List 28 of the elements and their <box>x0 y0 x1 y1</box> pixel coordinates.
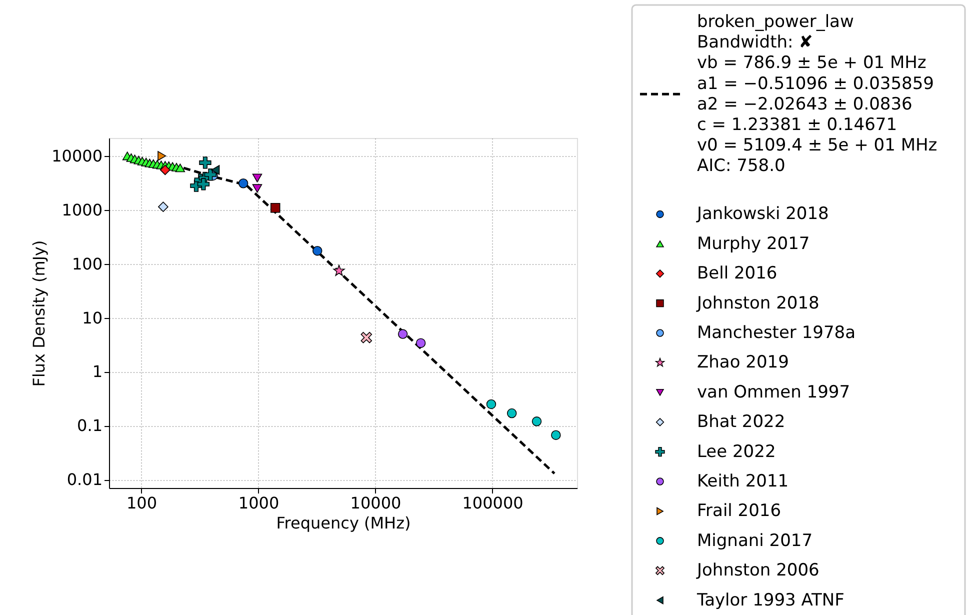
x-tick-label: 100000 <box>462 494 524 512</box>
legend-label: van Ommen 1997 <box>697 382 850 402</box>
x-tick-label: 10000 <box>350 494 402 512</box>
x-tick-label: 100 <box>126 494 158 512</box>
legend-label: Taylor 1993 ATNF <box>696 590 844 610</box>
y-tick-label: 100 <box>72 254 102 274</box>
y-tick-label: 1000 <box>62 200 102 220</box>
legend-label: Johnston 2018 <box>696 293 820 314</box>
y-tick-label: 10000 <box>52 146 102 166</box>
legend-label: Johnston 2006 <box>696 560 820 581</box>
legend-label: Frail 2016 <box>697 501 782 522</box>
y-tick-label: 0.01 <box>66 470 102 490</box>
x-tick-label: 1000 <box>238 494 280 512</box>
legend-label: Keith 2011 <box>697 472 789 492</box>
legend-label: Mignani 2017 <box>697 530 813 551</box>
legend-label: Bhat 2022 <box>697 412 786 432</box>
legend-label: Jankowski 2018 <box>696 204 829 224</box>
legend-label: Zhao 2019 <box>697 352 789 373</box>
legend-label: Murphy 2017 <box>697 234 810 254</box>
x-axis-title: Frequency (MHz) <box>276 514 411 532</box>
legend-label: broken_power_law Bandwidth: ✘ vb = 786.9 ± 5e + 01 MHz a1 = −0.51096 ± 0.035859 a2 = −2.02643 ± 0.0836 c = 1.23381 ± 0.14671 v0 = 5109.4 ± 5e + 01 MHz AIC: 758.0 <box>697 12 938 176</box>
legend-label: Lee 2022 <box>697 442 776 462</box>
y-axis-title: Flux Density (mJy) <box>30 240 49 387</box>
y-tick-label: 0.1 <box>77 416 102 436</box>
legend-label: Bell 2016 <box>697 264 778 284</box>
y-tick-label: 1 <box>92 362 102 382</box>
legend-label: Manchester 1978a <box>697 323 856 343</box>
y-tick-label: 10 <box>82 308 102 328</box>
